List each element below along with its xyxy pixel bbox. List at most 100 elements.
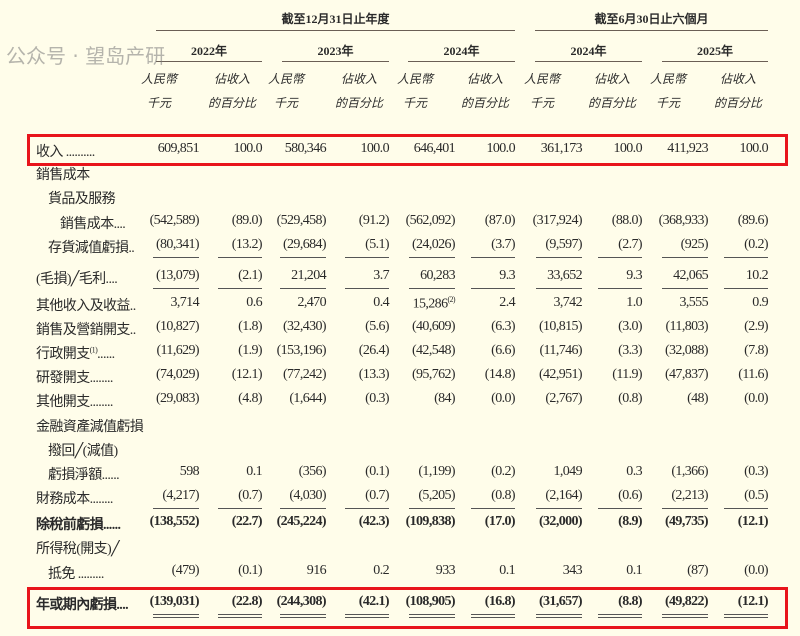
amount-cell: 21,204: [291, 268, 327, 284]
pct-cell: (14.8): [484, 367, 516, 383]
row-label: 年或期內虧損....: [36, 594, 129, 614]
cell-value: 100.0: [613, 141, 642, 156]
amount-cell: 1,049: [553, 464, 582, 480]
pct-cell: (12.1): [738, 514, 769, 530]
cell-value: (108,905): [405, 594, 456, 609]
cell-value: 60,283: [420, 268, 456, 283]
amount-cell: (29,083): [156, 391, 200, 407]
amount-cell: (24,026): [412, 237, 456, 253]
cell-value: 3.7: [373, 268, 389, 283]
amount-cell: (153,196): [276, 343, 327, 359]
amount-cell: (542,589): [149, 213, 200, 229]
subtotal-rule: [662, 508, 708, 509]
amount-cell: (529,458): [277, 213, 327, 229]
pct-cell: (7.8): [744, 343, 768, 359]
row-label-text: 其他收入及收益..: [36, 299, 136, 314]
cell-value: 3,742: [553, 295, 582, 310]
amount-cell: 598: [180, 464, 200, 480]
cell-value: (77,242): [282, 367, 327, 382]
cell-value: (3.0): [618, 319, 642, 334]
amount-cell: (925): [681, 237, 709, 253]
amount-cell: (32,000): [539, 514, 583, 530]
amount-cell: (84): [434, 391, 456, 407]
subtotal-rule: [662, 288, 708, 289]
pct-cell: 0.6: [246, 295, 262, 311]
pct-cell: (17.0): [485, 514, 516, 530]
cell-value: 343: [562, 563, 583, 578]
subtotal-rule: [345, 288, 389, 289]
cell-value: (0.3): [744, 464, 768, 479]
unit-pct: 佔收入: [213, 72, 250, 86]
footnote-marker: (1): [89, 345, 98, 355]
pct-cell: (89.0): [232, 213, 263, 229]
amount-cell: (245,224): [277, 514, 327, 530]
cell-value: (317,924): [532, 213, 583, 228]
cell-value: 0.9: [752, 295, 768, 310]
amount-cell: (1,366): [671, 464, 708, 480]
amount-cell: (49,822): [664, 594, 709, 610]
cell-value: (5.1): [365, 237, 389, 252]
cell-value: (153,196): [276, 343, 327, 358]
subtotal-rule: [471, 257, 515, 258]
cell-value: (6.6): [491, 343, 515, 358]
pct-cell: 100.0: [486, 141, 515, 157]
unit-rmb: 人民幣: [523, 72, 560, 86]
row-label-text: 年或期內虧損....: [36, 598, 129, 613]
pct-cell: (88.0): [612, 213, 643, 229]
year-divider: [156, 61, 262, 62]
cell-value: (1,366): [671, 464, 708, 479]
pct-cell: (0.3): [744, 464, 768, 480]
cell-value: 361,173: [540, 141, 583, 156]
pct-cell: (26.4): [359, 343, 390, 359]
row-label-dots: ......: [97, 347, 115, 362]
unit-rmb: 人民幣: [267, 72, 304, 86]
cell-value: 100.0: [360, 141, 389, 156]
cell-value: (8.8): [618, 594, 642, 609]
group-header-full-year: 截至12月31日止年度: [281, 12, 390, 26]
row-label-text: 抵免 .........: [48, 567, 104, 582]
cell-value: 609,851: [157, 141, 200, 156]
cell-value: (14.8): [484, 367, 516, 382]
pct-cell: 0.9: [752, 295, 768, 311]
cell-value: (2,767): [545, 391, 582, 406]
pct-cell: (2.7): [618, 237, 642, 253]
cell-value: (31,657): [538, 594, 583, 609]
row-label-text: 其他開支........: [36, 395, 113, 410]
pct-cell: (13.2): [231, 237, 263, 253]
cell-value: (49,822): [664, 594, 709, 609]
cell-value: (42,951): [538, 367, 583, 382]
row-label-text: 收入 ..........: [36, 145, 95, 160]
year-divider: [662, 61, 768, 62]
row-label: 撥回╱(減值): [48, 440, 118, 460]
cell-value: (0.6): [618, 488, 642, 503]
amount-cell: (48): [687, 391, 709, 407]
amount-cell: 361,173: [540, 141, 583, 157]
cell-value: (13.2): [231, 237, 263, 252]
cell-value: (49,735): [664, 514, 709, 529]
pct-cell: (0.2): [744, 237, 768, 253]
pct-cell: (0.8): [491, 488, 515, 504]
amount-cell: (2,213): [671, 488, 708, 504]
pct-cell: (8.9): [618, 514, 642, 530]
subtotal-rule: [153, 508, 199, 509]
unit-pct: 佔收入: [719, 72, 756, 86]
pct-cell: (1.8): [238, 319, 262, 335]
unit-thousand: 千元: [146, 96, 171, 110]
amount-cell: (10,815): [539, 319, 583, 335]
cell-value: 0.6: [246, 295, 262, 310]
cell-value: (74,029): [155, 367, 200, 382]
row-label-text: (毛損)╱毛利....: [36, 272, 118, 287]
amount-cell: (368,933): [659, 213, 709, 229]
cell-value: (1.9): [238, 343, 262, 358]
cell-value: (0.8): [618, 391, 642, 406]
total-double-rule: [153, 614, 199, 618]
cell-value: (542,589): [149, 213, 200, 228]
amount-cell: (479): [172, 563, 200, 579]
total-double-rule: [280, 614, 326, 618]
cell-value: (0.0): [491, 391, 515, 406]
amount-cell: 646,401: [414, 141, 456, 157]
row-label: 收入 ..........: [36, 141, 95, 161]
row-label: 抵免 .........: [48, 563, 104, 583]
pct-cell: (16.8): [485, 594, 516, 610]
pct-cell: (42.3): [359, 514, 390, 530]
